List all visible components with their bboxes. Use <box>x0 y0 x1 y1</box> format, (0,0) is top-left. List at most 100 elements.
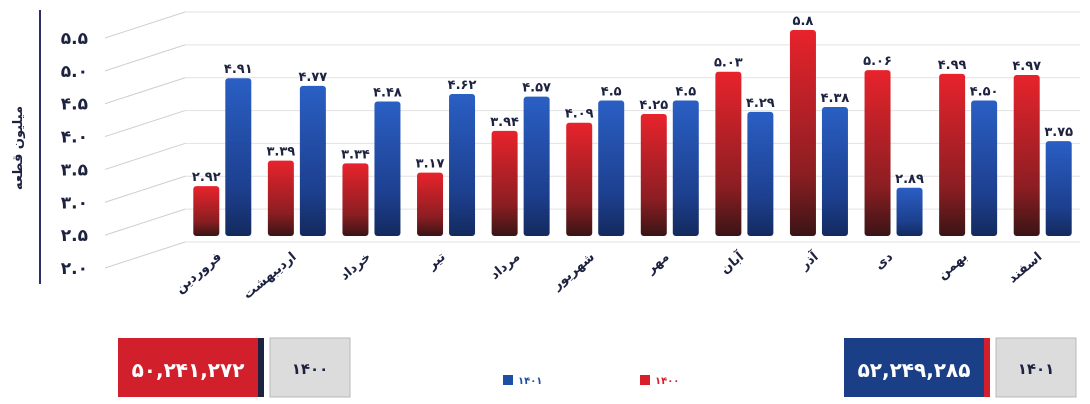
bar-1401 <box>821 106 848 237</box>
grid-line <box>104 175 186 203</box>
grid-line <box>104 142 186 170</box>
data-labels: ۲.۹۲ ۴.۹۱ ۳.۳۹ ۴.۷۷ ۳.۳۴ ۴.۴۸ ۳.۱۷ ۴.۶۲ ۳.۹۴ ۴.۵۷… <box>192 14 1073 187</box>
y-axis-label: میلیون قطعه <box>11 106 26 190</box>
bar-1401 <box>299 85 326 236</box>
year-1401-box <box>995 337 1077 398</box>
total-1400-fill <box>118 338 262 397</box>
x-tick-label: فروردین <box>173 250 225 297</box>
x-tick-label: دی <box>872 249 896 273</box>
bar-value-label: ۴.۶۲ <box>448 78 477 93</box>
bar-value-label: ۵.۸ <box>793 14 814 29</box>
bar-value-label: ۴.۹۹ <box>938 58 967 73</box>
y-tick-label: ۳.۰ <box>61 193 88 213</box>
grid-line <box>104 208 186 236</box>
total-1400-value: ۵۰,۲۴۱,۲۷۲ <box>132 358 245 382</box>
y-tick-label: ۲.۰ <box>61 259 88 279</box>
x-tick-label: تیر <box>424 250 448 274</box>
bar-1400 <box>789 30 816 236</box>
bar-value-label: ۴.۵ <box>601 84 622 99</box>
total-1401-box: ۵۲,۲۴۹,۲۸۵ ۱۴۰۱ <box>844 337 1077 398</box>
bar-1400 <box>566 122 593 236</box>
bar-1400 <box>193 186 220 236</box>
grid-line <box>104 110 186 138</box>
bar-value-label: ۴.۵ <box>675 84 696 99</box>
x-tick-label: آبان <box>717 248 748 278</box>
bar-value-label: ۴.۵۰ <box>970 84 999 99</box>
bar-1401 <box>374 101 401 236</box>
x-tick-label: مهر <box>643 250 672 278</box>
bar-value-label: ۴.۵۷ <box>522 81 551 96</box>
bar-value-label: ۳.۱۷ <box>416 157 445 172</box>
bar-1401 <box>523 96 550 236</box>
grid-line <box>104 44 186 72</box>
y-tick-label: ۵.۰ <box>61 62 88 82</box>
legend-label-1400: ۱۴۰۰ <box>655 376 679 387</box>
bar-1400 <box>640 114 667 236</box>
bar-value-label: ۴.۰۹ <box>565 107 594 122</box>
bar-value-label: ۴.۲۵ <box>639 98 668 113</box>
x-tick-label: خرداد <box>337 250 374 284</box>
bar-value-label: ۵.۰۳ <box>714 56 743 71</box>
bar-1401 <box>971 100 998 236</box>
bar-value-label: ۵.۰۶ <box>863 54 892 69</box>
bar-value-label: ۴.۲۹ <box>746 96 775 111</box>
bar-value-label: ۳.۳۴ <box>341 147 370 162</box>
bar-value-label: ۴.۷۷ <box>299 70 328 85</box>
total-1401-edge <box>984 338 990 397</box>
y-tick-label: ۲.۵ <box>61 226 88 246</box>
bar-1400 <box>491 130 518 236</box>
y-tick-label: ۳.۵ <box>61 160 88 180</box>
grid-line <box>104 77 186 105</box>
x-tick-label: آذر <box>796 248 822 274</box>
bars <box>193 30 1072 237</box>
legend-swatch-1400 <box>640 375 650 385</box>
y-tick-label: ۴.۵ <box>61 95 88 115</box>
bar-value-label: ۲.۹۲ <box>192 170 221 185</box>
bar-1400 <box>342 163 369 236</box>
bar-value-label: ۳.۷۵ <box>1044 125 1073 140</box>
bar-1400 <box>417 172 444 236</box>
bar-1400 <box>1013 74 1040 236</box>
bar-1401 <box>225 78 252 236</box>
x-tick-label: اردیبهشت <box>240 250 299 303</box>
x-tick-label: شهریور <box>549 250 598 294</box>
x-tick-label: بهمن <box>935 250 971 283</box>
y-ticks: ۲.۰ ۲.۵ ۳.۰ ۳.۵ ۴.۰ ۴.۵ ۵.۰ ۵.۵ <box>61 29 88 279</box>
grid-line <box>104 241 186 269</box>
x-tick-label: اسفند <box>1005 250 1045 287</box>
x-tick-label: مرداد <box>488 250 524 283</box>
bar-value-label: ۴.۹۱ <box>224 62 253 77</box>
total-1400-edge <box>258 338 264 397</box>
year-1400-label: ۱۴۰۰ <box>292 360 329 378</box>
bar-value-label: ۳.۹۴ <box>490 115 519 130</box>
total-1401-fill <box>844 338 988 397</box>
total-1400-box: ۵۰,۲۴۱,۲۷۲ ۱۴۰۰ <box>118 337 351 398</box>
bar-1401 <box>598 100 625 236</box>
year-1401-label: ۱۴۰۱ <box>1018 360 1055 378</box>
bar-value-label: ۴.۴۸ <box>373 86 402 101</box>
bar-1400 <box>864 70 891 237</box>
bar-1401 <box>1045 141 1072 236</box>
grid-line <box>104 11 186 39</box>
y-tick-label: ۴.۰ <box>61 128 88 148</box>
grid-lines <box>104 11 1080 269</box>
legend-label-1401: ۱۴۰۱ <box>518 376 542 387</box>
bar-value-label: ۳.۳۹ <box>267 145 296 160</box>
total-1401-value: ۵۲,۲۴۹,۲۸۵ <box>858 358 971 382</box>
bar-value-label: ۲.۸۹ <box>895 172 924 187</box>
bar-value-label: ۴.۳۸ <box>821 91 850 106</box>
legend: ۱۴۰۱ ۱۴۰۰ <box>503 375 679 387</box>
bar-value-label: ۴.۹۷ <box>1012 59 1041 74</box>
bar-1401 <box>747 111 774 236</box>
bar-1401 <box>672 100 699 236</box>
bar-1400 <box>267 160 294 236</box>
year-1400-box <box>269 337 351 398</box>
legend-swatch-1401 <box>503 375 513 385</box>
y-tick-label: ۵.۵ <box>61 29 88 49</box>
bar-1400 <box>715 71 742 237</box>
x-ticks: فروردین اردیبهشت خرداد تیر مرداد شهریور مهر آبا… <box>173 248 1046 303</box>
bar-1401 <box>449 93 476 237</box>
bar-1401 <box>896 187 923 236</box>
bar-1400 <box>939 73 966 237</box>
